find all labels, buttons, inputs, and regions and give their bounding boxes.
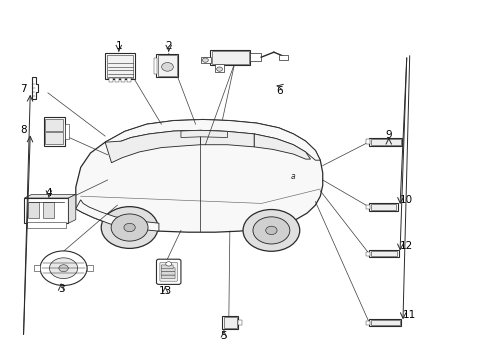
Bar bbox=[366, 252, 369, 256]
Bar bbox=[370, 320, 399, 325]
Bar bbox=[368, 250, 398, 257]
Bar bbox=[250, 53, 261, 61]
Circle shape bbox=[265, 226, 277, 235]
FancyBboxPatch shape bbox=[161, 265, 173, 269]
Bar bbox=[278, 55, 287, 60]
FancyBboxPatch shape bbox=[161, 275, 175, 279]
Bar bbox=[366, 205, 369, 209]
Polygon shape bbox=[200, 130, 254, 147]
Bar bbox=[27, 222, 66, 228]
Polygon shape bbox=[254, 134, 310, 159]
Polygon shape bbox=[105, 130, 200, 163]
Text: 9: 9 bbox=[385, 130, 391, 140]
FancyBboxPatch shape bbox=[161, 271, 175, 275]
Bar bbox=[215, 64, 224, 72]
Circle shape bbox=[49, 258, 78, 279]
Bar bbox=[87, 265, 93, 271]
Bar bbox=[201, 57, 211, 63]
Polygon shape bbox=[32, 77, 38, 99]
Text: a: a bbox=[290, 172, 295, 181]
Polygon shape bbox=[24, 194, 76, 198]
Bar bbox=[24, 198, 68, 223]
Circle shape bbox=[59, 265, 68, 272]
Text: 5: 5 bbox=[220, 330, 227, 341]
Bar bbox=[45, 131, 63, 144]
Text: 3: 3 bbox=[58, 284, 64, 294]
Text: 10: 10 bbox=[400, 195, 412, 205]
Bar bbox=[28, 202, 39, 218]
Text: 6: 6 bbox=[276, 86, 283, 96]
Bar bbox=[43, 202, 54, 218]
Bar bbox=[238, 320, 241, 325]
Bar bbox=[366, 321, 369, 324]
Bar bbox=[107, 55, 133, 78]
Bar bbox=[115, 78, 119, 82]
Bar bbox=[224, 317, 236, 328]
Text: 8: 8 bbox=[20, 125, 27, 135]
Bar bbox=[211, 51, 248, 64]
Text: 2: 2 bbox=[165, 41, 172, 51]
Bar bbox=[368, 203, 397, 211]
Text: 11: 11 bbox=[402, 310, 416, 320]
Circle shape bbox=[111, 214, 148, 241]
Circle shape bbox=[40, 251, 87, 285]
Circle shape bbox=[123, 223, 135, 232]
Circle shape bbox=[202, 58, 208, 62]
Text: 4: 4 bbox=[45, 188, 52, 198]
Circle shape bbox=[243, 210, 299, 251]
FancyBboxPatch shape bbox=[160, 262, 177, 281]
Bar bbox=[156, 54, 178, 77]
Bar bbox=[158, 55, 177, 76]
Bar bbox=[105, 53, 135, 79]
Circle shape bbox=[161, 63, 173, 71]
Polygon shape bbox=[76, 120, 322, 232]
Polygon shape bbox=[181, 130, 227, 138]
Bar bbox=[34, 265, 40, 271]
FancyBboxPatch shape bbox=[156, 259, 181, 284]
Bar bbox=[366, 139, 369, 144]
Bar bbox=[109, 78, 113, 82]
Polygon shape bbox=[68, 194, 76, 223]
Bar bbox=[370, 204, 395, 210]
Text: 12: 12 bbox=[399, 240, 413, 251]
Circle shape bbox=[216, 67, 222, 71]
Bar bbox=[45, 119, 63, 131]
Circle shape bbox=[165, 262, 171, 266]
Text: 13: 13 bbox=[158, 286, 172, 296]
Bar bbox=[370, 139, 400, 145]
Bar bbox=[154, 58, 157, 74]
FancyBboxPatch shape bbox=[161, 268, 175, 271]
Circle shape bbox=[101, 207, 158, 248]
Polygon shape bbox=[76, 200, 159, 231]
Polygon shape bbox=[105, 120, 320, 160]
Bar bbox=[368, 138, 402, 146]
Bar bbox=[370, 251, 396, 256]
Bar bbox=[121, 78, 124, 82]
Bar bbox=[126, 78, 130, 82]
Text: 7: 7 bbox=[20, 84, 27, 94]
Bar bbox=[44, 117, 64, 146]
Bar bbox=[222, 316, 238, 329]
Text: 1: 1 bbox=[115, 41, 122, 51]
Circle shape bbox=[252, 217, 289, 244]
Bar bbox=[368, 319, 400, 326]
Bar bbox=[64, 124, 69, 139]
Bar bbox=[210, 50, 250, 65]
